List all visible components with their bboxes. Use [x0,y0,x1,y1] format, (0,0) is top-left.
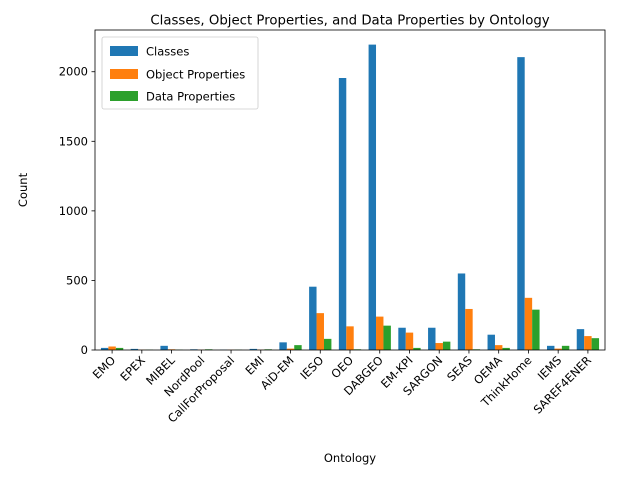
y-axis-label: Count [16,172,30,207]
bar-object-properties-oeo [346,326,354,350]
x-tick-label-seas: SEAS [444,353,475,384]
bar-classes-sargon [428,327,436,350]
legend-swatch-classes [110,46,138,56]
bar-classes-emi [249,348,258,350]
y-tick-label: 1000 [59,204,88,218]
bar-classes-saref4ener [576,329,585,350]
bar-data-properties-oema [502,347,510,350]
bar-object-properties-aid-em [286,348,295,350]
y-axis-ticks: 0 500 1000 1500 2000 [59,65,95,357]
x-tick-label-ieso: IESO [297,353,326,382]
y-tick-label: 2000 [59,65,88,79]
x-axis-label: Ontology [324,451,376,465]
y-tick-label: 0 [81,343,88,357]
bar-classes-mibel [160,345,168,350]
legend-frame [101,36,259,110]
bar-classes-thinkhome [517,57,525,350]
legend-swatch-data-properties [110,91,138,101]
x-tick-label-emi: EMI [242,353,266,377]
bar-object-properties-thinkhome [524,297,533,350]
bar-object-properties-ieso [316,313,324,350]
bar-classes-seas [457,273,466,350]
bar-classes-epex [130,348,139,350]
bar-classes-emo [100,347,109,350]
y-tick-label: 1500 [59,134,88,148]
legend: Classes Object Properties Data Propertie… [101,36,259,110]
bar-object-properties-sargon [435,343,443,350]
x-tick-label-emo: EMO [90,353,118,381]
bar-classes-aid-em [279,342,287,350]
bar-data-properties-aid-em [294,345,302,350]
bar-data-properties-iems [561,345,570,350]
bar-classes-ieso [309,286,317,350]
bar-classes-iems [547,345,555,350]
bar-object-properties-iems [554,348,562,350]
chart-title: Classes, Object Properties, and Data Pro… [150,14,549,29]
bar-data-properties-ieso [323,338,332,350]
bar-data-properties-em-kpi [413,347,421,350]
bar-data-properties-sargon [442,341,451,350]
bar-object-properties-emo [108,346,116,350]
bar-object-properties-saref4ener [584,336,592,350]
bar-object-properties-em-kpi [405,332,414,350]
legend-label-classes: Classes [146,45,189,59]
bar-object-properties-oema [494,345,503,350]
bar-data-properties-emo [115,347,124,350]
legend-label-data-properties: Data Properties [146,90,235,104]
bar-object-properties-seas [465,308,473,350]
legend-label-object-properties: Object Properties [146,68,245,82]
bar-classes-oeo [338,78,347,350]
bar-classes-em-kpi [398,327,406,350]
legend-swatch-object-properties [110,69,138,79]
bar-data-properties-dabgeo [383,325,391,350]
y-tick-label: 500 [66,273,88,287]
x-tick-label-aid-em: AiD-EM [258,353,297,392]
bar-data-properties-thinkhome [532,309,540,350]
bar-object-properties-dabgeo [376,316,384,350]
bar-classes-oema [487,334,495,350]
bar-data-properties-saref4ener [591,338,600,350]
bar-classes-dabgeo [368,44,377,351]
